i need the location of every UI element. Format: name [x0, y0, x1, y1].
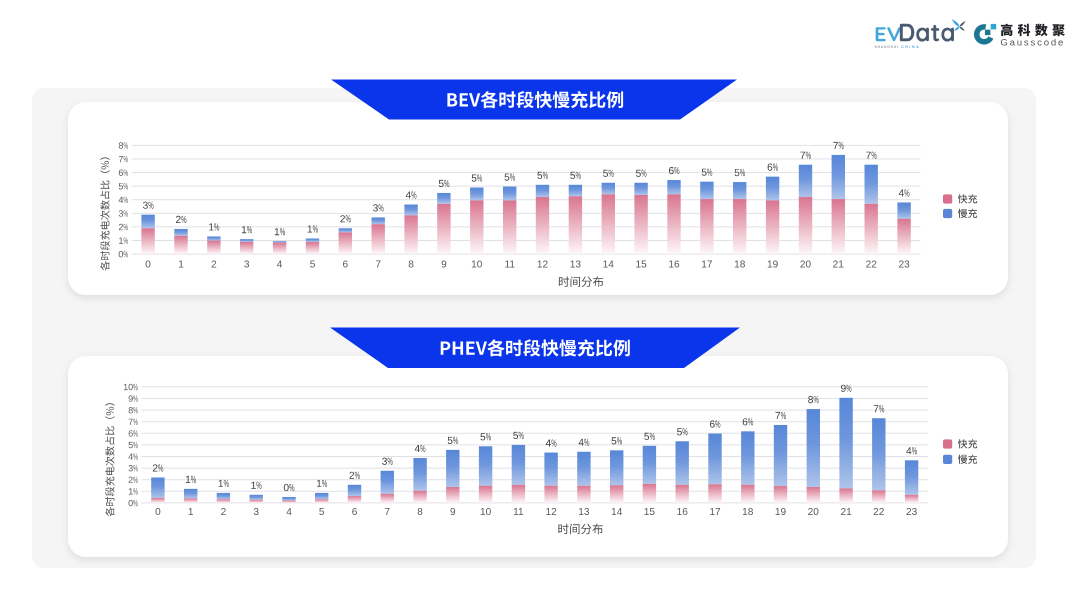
svg-text:2: 2 — [211, 259, 217, 270]
svg-text:0: 0 — [145, 259, 151, 270]
svg-text:23: 23 — [898, 259, 910, 270]
svg-text:9: 9 — [450, 507, 456, 518]
svg-text:10: 10 — [480, 507, 492, 518]
svg-text:1: 1 — [188, 507, 194, 518]
svg-text:CHINA: CHINA — [901, 45, 920, 49]
svg-text:11: 11 — [513, 507, 524, 518]
svg-text:3: 3 — [244, 259, 250, 270]
svg-text:12: 12 — [545, 507, 557, 518]
svg-text:13: 13 — [570, 259, 582, 270]
svg-text:19: 19 — [775, 507, 787, 518]
svg-text:8: 8 — [408, 259, 414, 270]
svg-text:6: 6 — [342, 259, 348, 270]
svg-text:19: 19 — [767, 259, 779, 270]
svg-text:4: 4 — [286, 507, 292, 518]
svg-text:13: 13 — [578, 507, 590, 518]
svg-text:Gausscode: Gausscode — [1000, 37, 1065, 48]
svg-text:15: 15 — [644, 507, 656, 518]
svg-text:5: 5 — [310, 259, 316, 270]
svg-text:16: 16 — [677, 507, 689, 518]
svg-text:5: 5 — [319, 507, 325, 518]
svg-text:6: 6 — [352, 507, 358, 518]
svg-text:22: 22 — [873, 507, 885, 518]
svg-text:0: 0 — [155, 507, 161, 518]
svg-text:14: 14 — [603, 259, 615, 270]
svg-text:21: 21 — [840, 507, 852, 518]
svg-text:2: 2 — [221, 507, 227, 518]
svg-text:18: 18 — [734, 259, 746, 270]
svg-text:12: 12 — [537, 259, 549, 270]
svg-text:8: 8 — [417, 507, 423, 518]
svg-text:17: 17 — [701, 259, 713, 270]
svg-text:18: 18 — [742, 507, 754, 518]
svg-text:23: 23 — [906, 507, 918, 518]
svg-text:7: 7 — [375, 259, 381, 270]
svg-text:10: 10 — [471, 259, 483, 270]
svg-text:20: 20 — [808, 507, 820, 518]
svg-text:9: 9 — [441, 259, 447, 270]
svg-text:21: 21 — [833, 259, 845, 270]
svg-text:20: 20 — [800, 259, 812, 270]
svg-text:SHANGHAI: SHANGHAI — [875, 45, 899, 49]
svg-text:11: 11 — [504, 259, 515, 270]
svg-text:4: 4 — [277, 259, 283, 270]
svg-text:7: 7 — [384, 507, 390, 518]
svg-text:3: 3 — [253, 507, 259, 518]
svg-text:17: 17 — [709, 507, 721, 518]
svg-text:16: 16 — [668, 259, 680, 270]
svg-text:14: 14 — [611, 507, 623, 518]
svg-text:1: 1 — [178, 259, 184, 270]
svg-text:15: 15 — [635, 259, 647, 270]
svg-text:22: 22 — [866, 259, 878, 270]
